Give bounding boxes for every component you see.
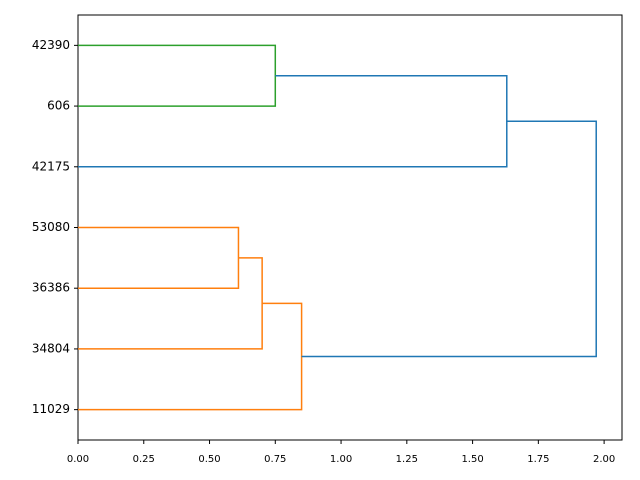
leaf-label: 42175 xyxy=(32,159,70,173)
x-tick-label: 1.25 xyxy=(396,454,418,465)
leaf-label: 34804 xyxy=(32,341,70,355)
leaf-label: 36386 xyxy=(32,281,70,295)
leaf-label: 42390 xyxy=(32,38,70,52)
x-tick-label: 0.00 xyxy=(67,454,89,465)
x-tick-label: 0.75 xyxy=(264,454,286,465)
leaf-label: 11029 xyxy=(32,402,70,416)
x-tick-label: 0.50 xyxy=(198,454,220,465)
link xyxy=(78,74,508,168)
x-tick-label: 1.00 xyxy=(330,454,352,465)
link xyxy=(301,120,597,358)
link xyxy=(78,226,240,289)
link xyxy=(78,257,263,350)
link xyxy=(78,44,277,107)
x-tick-label: 2.00 xyxy=(593,454,615,465)
leaf-label: 606 xyxy=(47,99,70,113)
link xyxy=(78,302,303,411)
x-tick-label: 1.75 xyxy=(527,454,549,465)
x-tick-label: 0.25 xyxy=(133,454,155,465)
leaf-label: 53080 xyxy=(32,220,70,234)
x-tick-label: 1.50 xyxy=(461,454,483,465)
